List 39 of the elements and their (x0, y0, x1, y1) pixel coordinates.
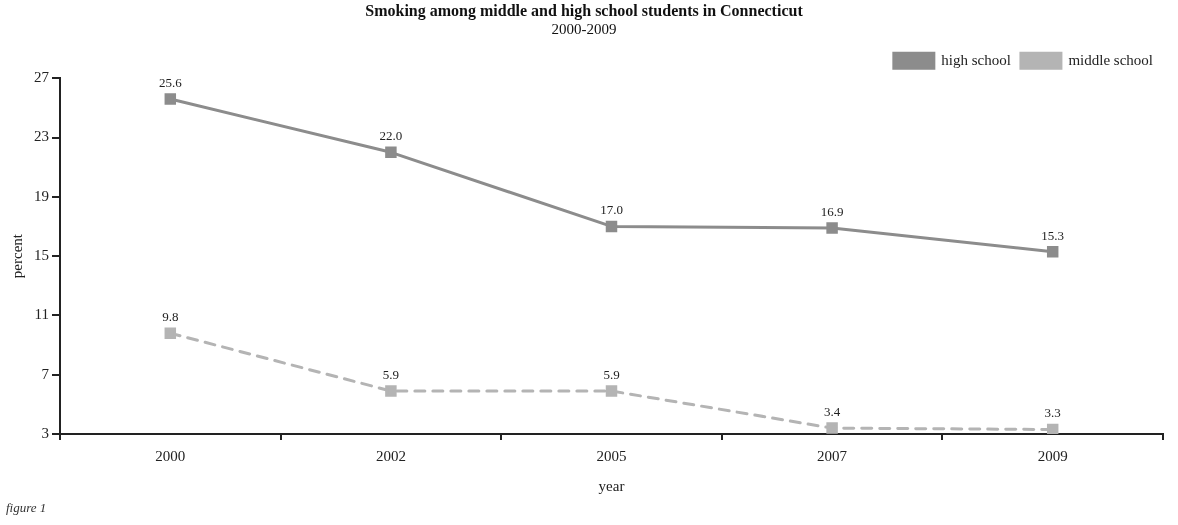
data-label: 22.0 (379, 128, 403, 144)
y-tick-label: 19 (34, 187, 49, 204)
point (1046, 245, 1059, 258)
data-label: 3.4 (823, 403, 841, 419)
data-label: 5.9 (603, 366, 620, 382)
y-tick-label: 11 (34, 306, 49, 323)
y-tick-label: 23 (34, 128, 49, 145)
data-label: 16.9 (820, 203, 844, 219)
x-tick-label: 2000 (155, 447, 186, 464)
x-tick-label: 2007 (817, 447, 848, 464)
point (605, 385, 618, 397)
data-label: 5.9 (382, 366, 400, 382)
x-tick-label: 2005 (596, 447, 627, 464)
point (826, 422, 838, 434)
chart-subtitle: 2000-2009 (551, 21, 617, 38)
x-tick-label: 2002 (375, 447, 406, 464)
point (605, 220, 618, 233)
legend-label: high school (941, 51, 1011, 68)
point (1046, 423, 1059, 434)
point (385, 146, 397, 159)
data-label: 17.0 (600, 202, 623, 218)
data-label: 9.8 (162, 309, 179, 325)
point (164, 327, 177, 339)
chart-title: Smoking among middle and high school students in Connecticut (365, 1, 804, 20)
point (385, 385, 397, 397)
y-axis-title: percent (8, 233, 25, 279)
y-tick-label: 15 (34, 247, 49, 264)
point (826, 222, 838, 234)
x-tick-label: 2009 (1037, 447, 1068, 464)
data-label: 25.6 (158, 74, 183, 90)
point (164, 93, 177, 105)
caption: figure 1 (6, 500, 47, 516)
y-tick-label: 27 (34, 69, 50, 86)
data-label: 15.3 (1041, 227, 1065, 243)
y-tick-label: 7 (41, 365, 50, 382)
x-axis-title: year (598, 477, 625, 494)
legend-label: middle school (1068, 51, 1154, 68)
y-tick-label: 3 (41, 424, 49, 441)
data-label: 3.3 (1044, 405, 1061, 421)
